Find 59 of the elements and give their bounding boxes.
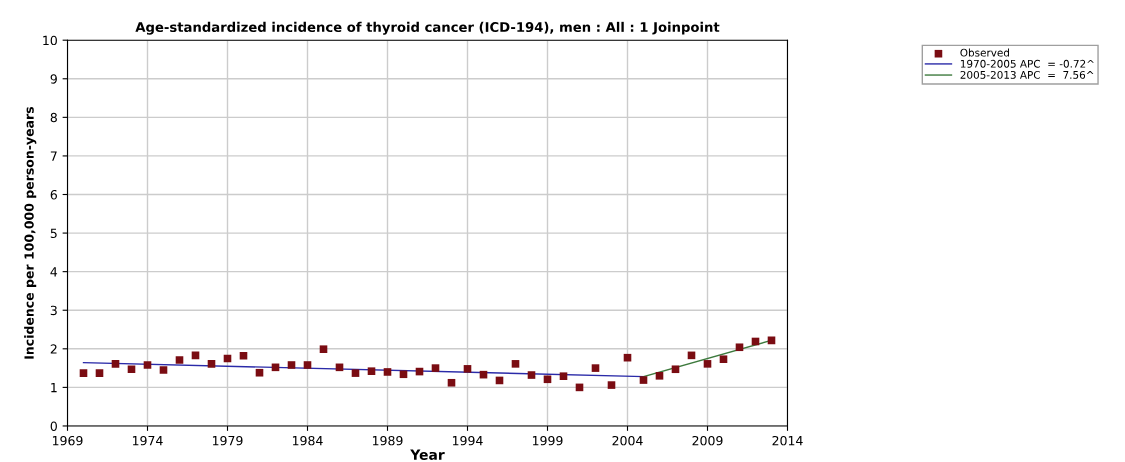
x-tick-label: 1979 xyxy=(212,435,243,446)
y-tick-label: 4 xyxy=(50,267,58,277)
point xyxy=(639,376,648,384)
point xyxy=(207,360,216,368)
point xyxy=(399,370,408,379)
x-tick-label: 2014 xyxy=(772,435,803,446)
point xyxy=(607,381,616,389)
x-tick-label: 1989 xyxy=(372,435,403,446)
x-tick-label: 1994 xyxy=(452,435,483,446)
legend-label: 1970-2005 APC = -0.72^ xyxy=(960,59,1094,68)
x-tick-label: 1974 xyxy=(132,435,163,446)
point xyxy=(703,360,712,368)
point xyxy=(351,369,360,377)
point xyxy=(655,372,664,380)
point xyxy=(463,365,472,373)
point xyxy=(239,351,248,360)
x-tick-label: 1969 xyxy=(52,435,83,446)
x-tick-label: 1984 xyxy=(292,435,323,446)
chart-title: Age-standardized incidence of thyroid cancer (ICD-194), men : All : 1 Joinpoint xyxy=(135,21,720,35)
y-tick-label: 1 xyxy=(51,383,57,393)
point xyxy=(255,368,264,377)
y-tick-label: 6 xyxy=(50,189,57,200)
y-tick-label: 5 xyxy=(50,228,57,239)
point xyxy=(591,364,600,372)
y-axis-title: Incidence per 100,000 person-years xyxy=(24,106,37,359)
point xyxy=(95,369,104,377)
point xyxy=(159,366,168,374)
legend-label: Observed xyxy=(960,48,1009,57)
point xyxy=(735,343,744,352)
point xyxy=(175,356,184,364)
point xyxy=(287,361,296,369)
point xyxy=(319,345,328,353)
point xyxy=(431,364,440,372)
y-tick-label: 3 xyxy=(50,305,57,316)
point xyxy=(527,371,536,379)
x-tick-label: 2009 xyxy=(692,435,723,446)
point xyxy=(719,355,728,364)
point xyxy=(543,375,552,384)
y-tick-label: 10 xyxy=(43,35,57,46)
point xyxy=(303,361,312,369)
point xyxy=(383,368,392,376)
x-tick-label: 2004 xyxy=(612,435,643,446)
x-tick-label: 1999 xyxy=(532,435,563,446)
point xyxy=(127,365,136,374)
y-tick-label: 0 xyxy=(50,421,57,431)
y-tick-label: 9 xyxy=(50,74,57,84)
point xyxy=(143,361,152,369)
point xyxy=(447,378,456,387)
y-tick-label: 7 xyxy=(50,151,57,161)
point xyxy=(111,360,120,368)
legend-label: 2005-2013 APC = 7.56^ xyxy=(960,70,1094,79)
y-tick-label: 8 xyxy=(50,112,57,123)
point xyxy=(511,360,520,368)
y-tick-label: 2 xyxy=(50,344,57,354)
point xyxy=(671,365,680,374)
point xyxy=(79,369,88,377)
point xyxy=(559,372,568,380)
point xyxy=(367,367,376,375)
x-axis-title: Year xyxy=(410,449,445,460)
